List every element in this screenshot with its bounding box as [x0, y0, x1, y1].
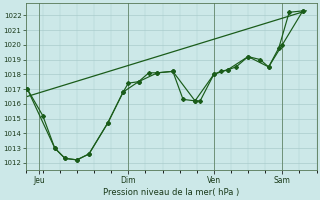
X-axis label: Pression niveau de la mer( hPa ): Pression niveau de la mer( hPa ) [103, 188, 239, 197]
